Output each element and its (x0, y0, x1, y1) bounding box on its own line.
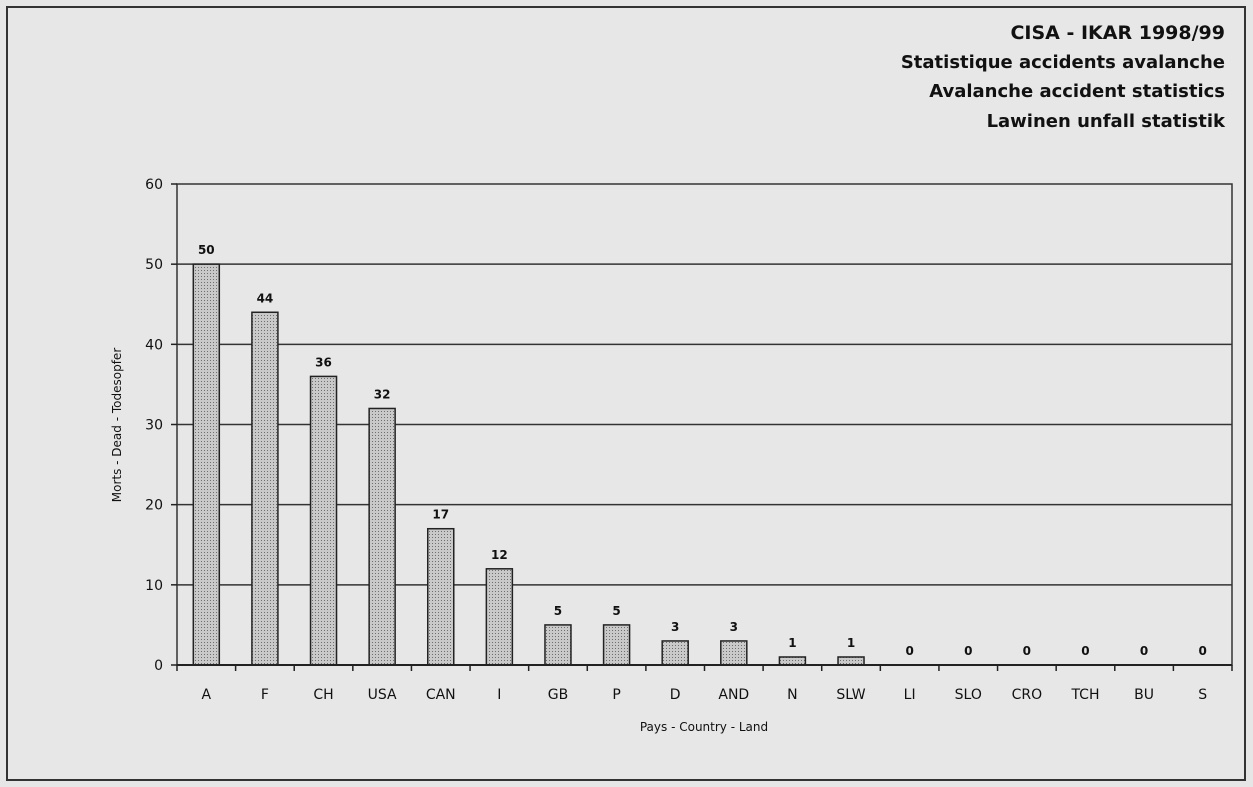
axes (171, 183, 1233, 671)
x-tick-label-n: N (787, 687, 797, 703)
x-tick-label-li: LI (904, 687, 916, 703)
x-tick-label-s: S (1198, 687, 1207, 703)
y-tick-label: 10 (145, 578, 163, 594)
bar-p (602, 624, 631, 666)
bar-usa (368, 407, 396, 666)
chart-title-line-2: Statistique accidents avalanche (900, 52, 1225, 73)
data-label-f: 44 (257, 291, 274, 305)
chart-title-line-3: Avalanche accident statistics (929, 81, 1225, 102)
data-label-d: 3 (671, 620, 679, 634)
bar-f (251, 311, 279, 666)
bar-ch (309, 375, 338, 666)
data-label-slo: 0 (964, 644, 972, 658)
x-tick-label-usa: USA (368, 687, 397, 703)
x-tick-label-i: I (497, 687, 501, 703)
data-label-i: 12 (491, 548, 508, 562)
y-tick-label: 50 (145, 257, 163, 273)
data-label-can: 17 (432, 508, 449, 522)
chart-title-line-1: CISA - IKAR 1998/99 (1010, 22, 1225, 44)
x-tick-label-bu: BU (1134, 687, 1154, 703)
data-label-slw: 1 (847, 636, 855, 650)
x-tick-label-d: D (670, 687, 681, 703)
y-tick-label: 60 (145, 177, 163, 193)
bar-n (778, 656, 807, 666)
x-tick-label-slw: SLW (836, 687, 865, 703)
data-label-cro: 0 (1023, 644, 1031, 658)
data-label-s: 0 (1199, 644, 1207, 658)
x-tick-label-tch: TCH (1070, 687, 1099, 703)
data-label-ch: 36 (315, 355, 332, 369)
x-tick-label-a: A (202, 687, 212, 703)
y-tick-label: 30 (145, 418, 163, 434)
x-tick-label-can: CAN (426, 687, 456, 703)
data-label-bu: 0 (1140, 644, 1148, 658)
x-tick-label-f: F (261, 687, 269, 703)
bar-i (485, 568, 514, 666)
bar-d (661, 640, 689, 666)
x-tick-label-p: P (612, 687, 620, 703)
bars (192, 263, 865, 666)
x-tick-label-cro: CRO (1012, 687, 1043, 703)
data-label-gb: 5 (554, 604, 562, 618)
bar-and (720, 640, 748, 666)
x-tick-label-gb: GB (548, 687, 568, 703)
bar-gb (544, 624, 572, 666)
data-label-li: 0 (905, 644, 913, 658)
data-label-a: 50 (198, 243, 215, 257)
y-tick-label: 20 (145, 498, 163, 514)
y-tick-label: 40 (145, 337, 163, 353)
x-tick-label-slo: SLO (955, 687, 982, 703)
data-label-usa: 32 (374, 387, 391, 401)
chart-title-line-4: Lawinen unfall statistik (986, 111, 1225, 132)
data-label-tch: 0 (1081, 644, 1089, 658)
x-axis-label: Pays - Country - Land (640, 720, 768, 734)
labels: 010203040506050A44F36CH32USA17CAN12I5GB5… (145, 177, 1207, 703)
data-label-p: 5 (612, 604, 620, 618)
bar-a (192, 263, 221, 666)
bar-can (427, 527, 455, 666)
y-axis-label: Morts - Dead - Todesopfer (110, 348, 124, 503)
x-tick-label-ch: CH (313, 687, 333, 703)
data-label-n: 1 (788, 636, 796, 650)
x-tick-label-and: AND (718, 687, 749, 703)
y-tick-label: 0 (154, 658, 163, 674)
data-label-and: 3 (730, 620, 738, 634)
bar-slw (837, 656, 865, 666)
